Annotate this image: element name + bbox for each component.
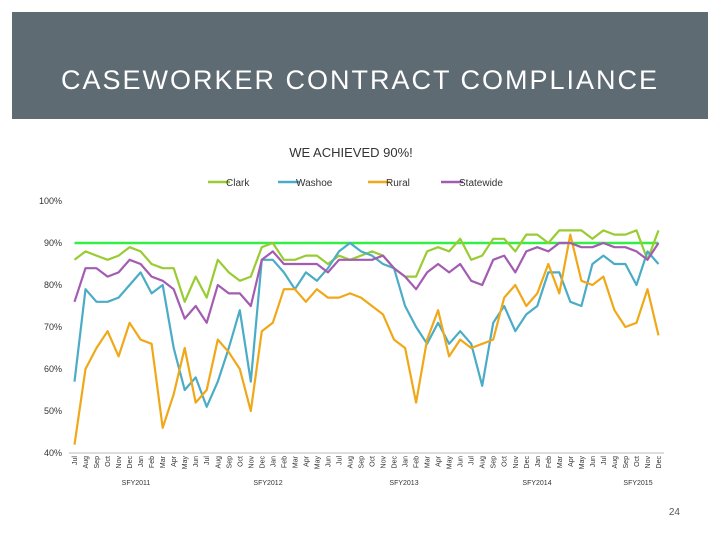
x-tick-label: Jul xyxy=(72,456,79,465)
x-tick-label: May xyxy=(182,456,189,470)
x-tick-label: Sep xyxy=(358,456,365,469)
x-tick-label: May xyxy=(579,456,586,470)
x-tick-label: Jan xyxy=(138,456,145,467)
x-tick-label: Nov xyxy=(381,456,388,469)
title-banner: CASEWORKER CONTRACT COMPLIANCE xyxy=(12,12,708,119)
fiscal-year-label: SFY2012 xyxy=(253,480,282,487)
fiscal-year-label: SFY2014 xyxy=(522,480,551,487)
x-tick-label: Apr xyxy=(436,455,443,467)
x-tick-label: Jul xyxy=(469,456,476,465)
slide-title: CASEWORKER CONTRACT COMPLIANCE xyxy=(60,65,660,95)
series-line-rural xyxy=(73,233,660,445)
x-tick-label: Sep xyxy=(226,456,233,469)
x-tick-label: Aug xyxy=(83,456,90,469)
x-tick-label: Dec xyxy=(656,456,663,469)
y-tick-label: 60% xyxy=(44,364,62,374)
x-tick-label: Sep xyxy=(623,456,630,469)
x-tick-label: Nov xyxy=(248,456,255,469)
chart-title: WE ACHIEVED 90%! xyxy=(289,145,413,160)
x-tick-label: Jul xyxy=(336,456,343,465)
x-tick-label: Mar xyxy=(425,455,432,468)
x-tick-label: Sep xyxy=(94,456,101,469)
fiscal-year-label: SFY2011 xyxy=(122,480,151,487)
x-tick-label: Jun xyxy=(590,456,597,467)
x-tick-label: Oct xyxy=(237,456,244,467)
x-tick-label: Aug xyxy=(215,456,222,469)
series-line-statewide xyxy=(73,241,660,324)
y-tick-label: 50% xyxy=(44,406,62,416)
x-tick-label: Dec xyxy=(524,456,531,469)
x-tick-label: Feb xyxy=(149,456,156,468)
legend-label-washoe: Washoe xyxy=(296,178,333,189)
y-tick-label: 90% xyxy=(44,238,62,248)
x-tick-label: May xyxy=(314,456,321,470)
x-tick-label: Nov xyxy=(645,456,652,469)
x-tick-label: Oct xyxy=(502,456,509,467)
legend-label-rural: Rural xyxy=(386,178,410,189)
x-tick-label: Feb xyxy=(281,456,288,468)
x-tick-label: Jan xyxy=(535,456,542,467)
x-tick-label: Dec xyxy=(392,456,399,469)
x-tick-label: Mar xyxy=(292,455,299,468)
x-tick-label: Mar xyxy=(160,455,167,468)
y-tick-label: 80% xyxy=(44,280,62,290)
x-tick-label: Jan xyxy=(270,456,277,467)
x-tick-label: Feb xyxy=(546,456,553,468)
fiscal-year-label: SFY2015 xyxy=(623,480,652,487)
slide-number: 24 xyxy=(668,507,680,518)
x-tick-label: Jun xyxy=(193,456,200,467)
x-tick-label: Feb xyxy=(414,456,421,468)
x-tick-label: Jul xyxy=(204,456,211,465)
y-tick-label: 100% xyxy=(39,196,62,206)
y-tick-label: 70% xyxy=(44,322,62,332)
x-tick-label: Nov xyxy=(513,456,520,469)
x-tick-label: Apr xyxy=(568,455,575,467)
x-tick-label: Mar xyxy=(557,455,564,468)
x-tick-label: Oct xyxy=(370,456,377,467)
x-tick-label: Dec xyxy=(259,456,266,469)
x-tick-label: May xyxy=(447,456,454,470)
x-tick-label: Aug xyxy=(480,456,487,469)
x-tick-label: Jan xyxy=(403,456,410,467)
legend-label-statewide: Statewide xyxy=(459,178,503,189)
y-tick-label: 40% xyxy=(44,448,62,458)
x-tick-label: Dec xyxy=(127,456,134,469)
x-tick-label: Apr xyxy=(171,455,178,467)
x-tick-label: Apr xyxy=(303,455,310,467)
series-line-washoe xyxy=(73,241,660,408)
x-tick-label: Jul xyxy=(601,456,608,465)
x-tick-label: Jun xyxy=(458,456,465,467)
legend-label-clark: Clark xyxy=(226,178,250,189)
x-tick-label: Oct xyxy=(634,456,641,467)
x-tick-label: Aug xyxy=(612,456,619,469)
x-tick-label: Nov xyxy=(116,456,123,469)
x-tick-label: Oct xyxy=(105,456,112,467)
x-tick-label: Sep xyxy=(491,456,498,469)
x-tick-label: Jun xyxy=(325,456,332,467)
x-tick-label: Aug xyxy=(347,456,354,469)
fiscal-year-label: SFY2013 xyxy=(389,480,418,487)
